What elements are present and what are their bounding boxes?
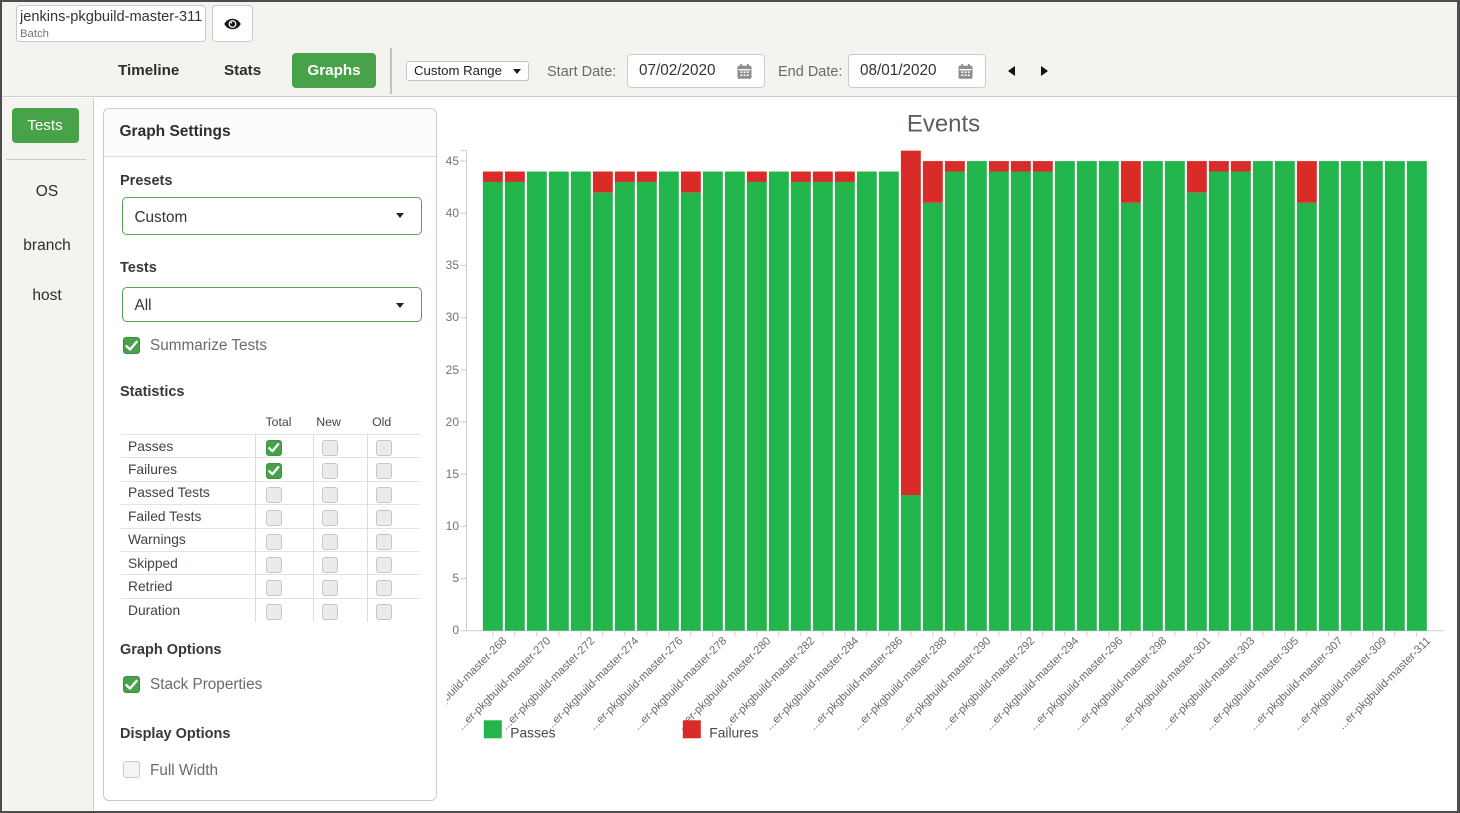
svg-text:Events: Events xyxy=(907,111,980,138)
svg-text:...er-pkgbuild-master-311: ...er-pkgbuild-master-311 xyxy=(1336,635,1433,732)
svg-text:Passes: Passes xyxy=(510,725,555,740)
svg-text:Failures: Failures xyxy=(709,725,758,740)
